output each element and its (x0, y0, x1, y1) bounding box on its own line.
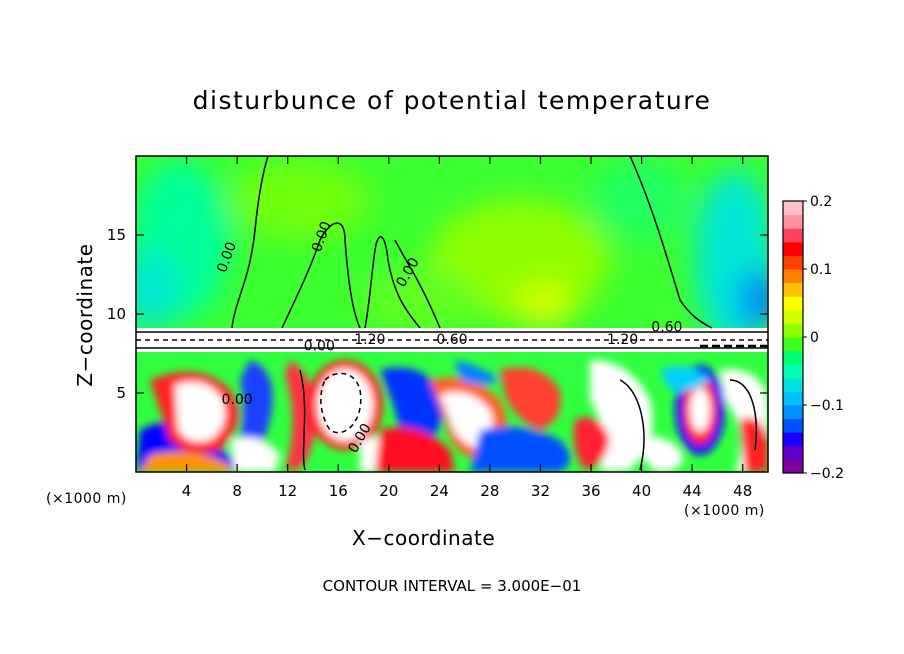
colorbar-swatch (783, 364, 803, 379)
colorbar-tick-label: 0 (810, 330, 819, 346)
colorbar-swatch (783, 201, 803, 216)
x-axis-label: X−coordinate (352, 526, 496, 550)
colorbar-swatch (783, 405, 803, 420)
x-tick-label: 44 (683, 482, 702, 500)
colorbar-swatch (783, 282, 803, 297)
colorbar-swatch (783, 269, 803, 284)
colorbar-swatch (783, 228, 803, 243)
colorbar: −0.2 −0.1 0 0.1 0.2 (782, 194, 844, 482)
contour-label: 0.60 (651, 319, 682, 335)
x-tick-label: 20 (379, 482, 398, 500)
contour-label: 0.60 (436, 332, 467, 348)
colorbar-swatch (783, 432, 803, 447)
colorbar-tick-label: −0.2 (810, 466, 844, 482)
colorbar-tick-label: 0.2 (810, 194, 832, 210)
colorbar-swatch (783, 418, 803, 433)
colorbar-swatch (783, 377, 803, 392)
x-tick-label: 28 (480, 482, 499, 500)
colorbar-swatch (783, 296, 803, 311)
contour-label: 1.20 (607, 332, 638, 348)
x-unit-right: (×1000 m) (684, 503, 765, 519)
y-tick-label: 15 (107, 226, 126, 244)
contour-interval-note: CONTOUR INTERVAL = 3.000E−01 (322, 577, 582, 595)
x-tick-label: 48 (733, 482, 752, 500)
y-axis: 5 10 15 (107, 226, 768, 402)
colorbar-tick-label: 0.1 (810, 262, 832, 278)
y-tick-label: 5 (116, 384, 126, 402)
colorbar-swatch (783, 350, 803, 365)
y-tick-label: 10 (107, 305, 126, 323)
colorbar-swatch (783, 241, 803, 256)
x-tick-label: 8 (232, 482, 242, 500)
x-tick-label: 32 (531, 482, 550, 500)
x-tick-label: 16 (329, 482, 348, 500)
contour-label: 1.20 (354, 332, 385, 348)
contour-label: 0.00 (304, 338, 335, 354)
colorbar-swatch (783, 459, 803, 474)
colorbar-swatch (783, 337, 803, 352)
x-tick-label: 40 (632, 482, 651, 500)
colorbar-swatch (783, 445, 803, 460)
heatmap-field (136, 156, 768, 472)
colorbar-swatch (783, 214, 803, 229)
contour-label: 0.00 (222, 392, 253, 408)
x-unit-left: (×1000 m) (46, 491, 127, 507)
colorbar-swatch (783, 309, 803, 324)
x-tick-label: 12 (278, 482, 297, 500)
colorbar-swatch (783, 323, 803, 338)
chart-title: disturbunce of potential temperature (192, 86, 712, 115)
colorbar-swatch (783, 391, 803, 406)
x-tick-label: 36 (581, 482, 600, 500)
colorbar-tick-label: −0.1 (810, 398, 844, 414)
x-axis: 4 8 12 16 20 24 28 32 36 40 44 48 (182, 156, 752, 500)
colorbar-swatch (783, 255, 803, 270)
x-tick-label: 4 (182, 482, 192, 500)
contour-lines (136, 156, 768, 471)
y-axis-label: Z−coordinate (73, 243, 97, 387)
x-tick-label: 24 (430, 482, 449, 500)
